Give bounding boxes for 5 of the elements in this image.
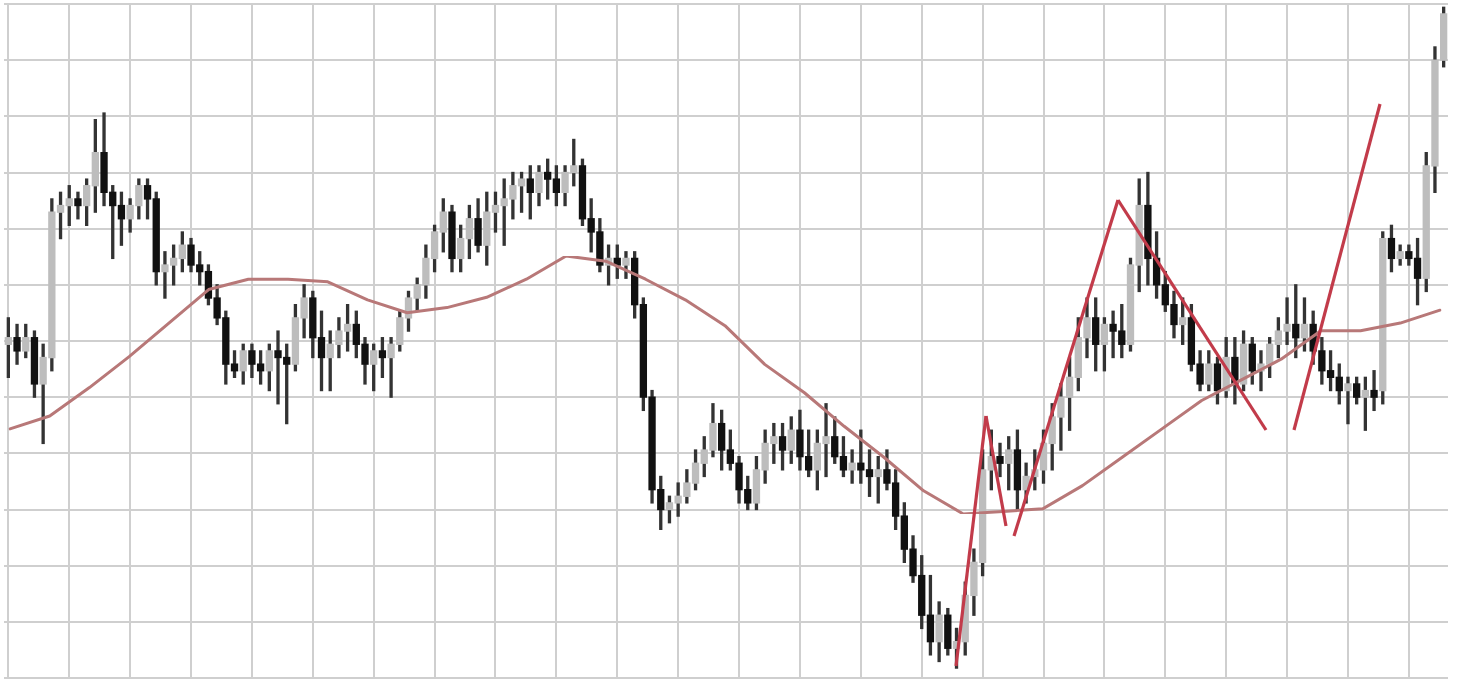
candlestick xyxy=(848,449,856,484)
candlestick xyxy=(161,251,169,299)
candlestick xyxy=(1109,310,1117,359)
candlestick xyxy=(996,442,1004,478)
candlestick xyxy=(1344,376,1352,425)
